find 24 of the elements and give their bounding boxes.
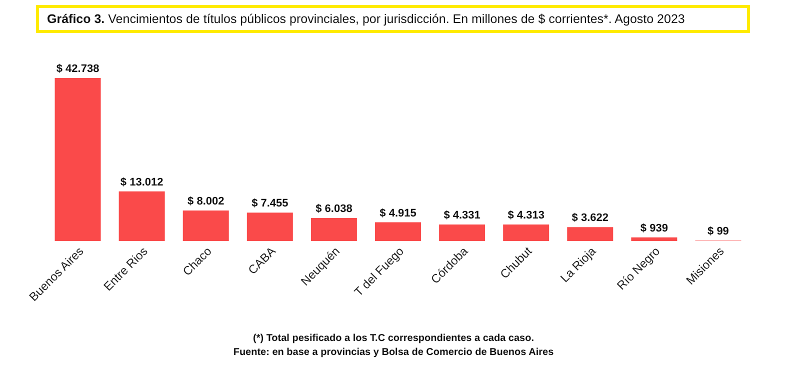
data-label: $ 6.038 — [316, 202, 352, 215]
bar — [631, 237, 678, 241]
data-label: $ 99 — [708, 226, 729, 238]
bar — [375, 222, 421, 241]
text: (*) Total pesificado a los T.C correspondientes a cada caso. — [252, 332, 535, 346]
data-label: $ 4.915 — [380, 207, 416, 220]
data-label: $ 3.622 — [572, 212, 608, 224]
source-note: Fuente: en base a provincias y Bolsa de Comercio de Buenos Aires — [232, 346, 555, 360]
data-label: $ 42.738 — [56, 63, 100, 75]
data-label: $ 4.331 — [444, 209, 480, 222]
chart-title: Gráfico 3. Vencimientos de títulos públicos provinciales, por jurisdicción. En millones de $ corrientes*. Agosto 2023 — [36, 5, 750, 33]
bar — [439, 224, 486, 241]
data-label: $ 939 — [640, 222, 668, 234]
data-label: $ 13.012 — [120, 176, 164, 188]
data-label: $ 8.002 — [188, 195, 224, 208]
bar — [310, 218, 357, 241]
data-label: $ 7.455 — [252, 198, 288, 210]
bar — [182, 210, 229, 241]
bar — [118, 191, 165, 241]
data-label: $ 4.313 — [508, 210, 544, 222]
bar — [503, 224, 550, 241]
bar — [246, 212, 293, 241]
bar — [567, 227, 614, 241]
bar — [54, 78, 101, 241]
